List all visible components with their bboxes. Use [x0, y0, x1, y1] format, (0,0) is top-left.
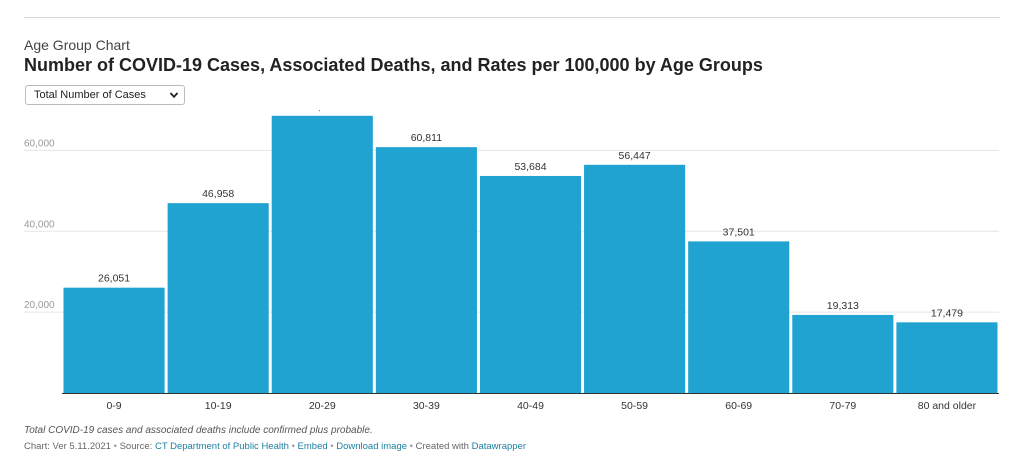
separator: •	[330, 441, 334, 452]
separator: •	[113, 441, 117, 452]
x-tick-label: 40-49	[517, 400, 544, 412]
data-label: 19,313	[827, 300, 859, 312]
data-label: 53,684	[514, 161, 546, 173]
version-text: Chart: Ver 5.11.2021	[24, 441, 111, 452]
data-label: 46,958	[202, 188, 234, 200]
bar	[792, 314, 894, 393]
metric-dropdown-value: Total Number of Cases	[34, 89, 146, 101]
x-tick-label: 30-39	[413, 400, 440, 412]
bar	[63, 287, 165, 393]
separator: •	[409, 441, 413, 452]
embed-link[interactable]: Embed	[297, 441, 328, 452]
bar	[584, 164, 686, 393]
x-tick-label: 20-29	[309, 400, 336, 412]
bar	[375, 147, 477, 393]
chart-kicker: Age Group Chart	[24, 37, 130, 53]
source-link[interactable]: CT Department of Public Health	[154, 441, 289, 452]
bar	[271, 115, 373, 394]
bar	[688, 241, 790, 393]
y-tick-label: 20,000	[24, 300, 55, 311]
x-tick-label: 70-79	[829, 400, 856, 412]
download-image-link[interactable]: Download image	[336, 441, 408, 452]
top-divider	[24, 17, 1000, 18]
bar-chart: 20,000 40,000 60,000 26,051 0-9 46,958 10-19 68…	[24, 110, 999, 412]
created-with-label: Created with	[415, 441, 469, 452]
y-tick-label: 60,000	[24, 138, 55, 149]
data-label: 56,447	[619, 150, 651, 162]
chart-footer: Chart: Ver 5.11.2021 • Source: CT Depart…	[24, 441, 526, 452]
bar	[896, 322, 998, 393]
x-tick-label: 50-59	[621, 400, 648, 412]
data-label: 17,479	[931, 307, 963, 319]
chart-notes: Total COVID-19 cases and associated deat…	[24, 425, 373, 436]
bar	[167, 203, 269, 393]
x-tick-label: 60-69	[725, 400, 752, 412]
x-tick-label: 80 and older	[918, 400, 977, 412]
data-label: 60,811	[411, 132, 442, 144]
y-tick-label: 40,000	[24, 219, 55, 230]
metric-dropdown[interactable]: Total Number of Cases	[25, 85, 185, 105]
data-label: 68,570	[306, 110, 338, 113]
bar	[479, 175, 582, 393]
datawrapper-link[interactable]: Datawrapper	[471, 441, 526, 452]
x-tick-label: 10-19	[205, 400, 232, 412]
data-label: 37,501	[723, 226, 755, 238]
separator: •	[291, 441, 295, 452]
chevron-down-icon	[169, 92, 179, 99]
x-tick-label: 0-9	[106, 400, 121, 412]
chart-title: Number of COVID-19 Cases, Associated Dea…	[24, 55, 763, 75]
source-label: Source:	[119, 441, 153, 452]
data-label: 26,051	[98, 273, 130, 285]
